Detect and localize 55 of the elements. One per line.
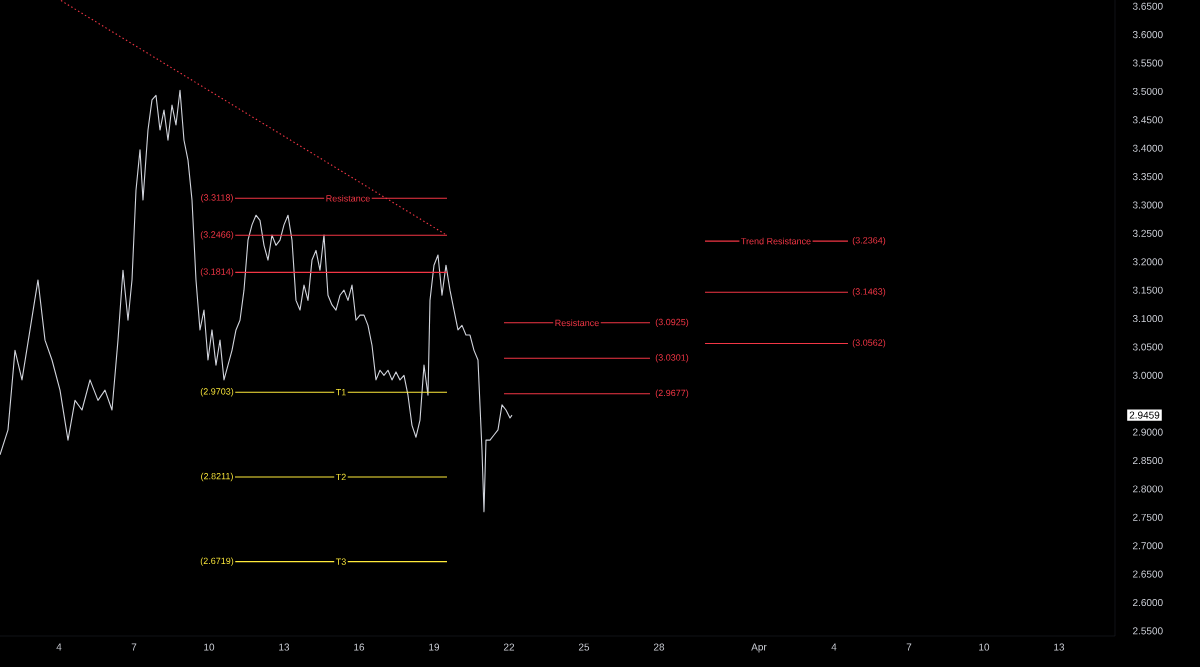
annotation: T2 (335, 473, 346, 481)
annotation: (2.6719) (200, 557, 234, 566)
y-tick-label: 3.2000 (1132, 258, 1163, 266)
y-tick-label: 3.5000 (1132, 87, 1163, 95)
y-tick-label: 3.0500 (1132, 343, 1163, 351)
x-tick-label: 7 (906, 643, 912, 651)
y-tick-label: 2.9000 (1133, 428, 1163, 436)
y-tick-label: 2.5500 (1133, 627, 1163, 635)
y-tick-label: 3.6500 (1132, 2, 1163, 10)
x-tick-label: 28 (653, 643, 665, 651)
y-tick-label: 2.7500 (1133, 513, 1163, 521)
x-tick-label: 10 (979, 643, 990, 651)
annotation: (3.2466) (200, 231, 234, 240)
y-tick-label: 2.6000 (1133, 598, 1163, 607)
x-tick-label: 10 (204, 643, 215, 651)
x-tick-label: Apr (751, 643, 767, 653)
annotation: (3.0562) (852, 339, 886, 348)
text: 2.9459 (1129, 411, 1160, 419)
x-tick-label: 16 (354, 643, 365, 651)
annotation: (3.0301) (655, 354, 689, 363)
y-tick-label: 3.5500 (1132, 59, 1163, 67)
annotation: (2.9703) (200, 388, 234, 397)
x-tick-label: 7 (131, 643, 137, 651)
annotation: (3.1814) (200, 268, 234, 277)
annotation: T3 (335, 558, 346, 565)
annotation: (3.1463) (852, 288, 886, 297)
x-tick-label: 13 (1054, 643, 1065, 651)
annotation: (3.3118) (201, 194, 233, 203)
annotation: (2.8211) (201, 472, 233, 482)
annotation: (3.2364) (852, 236, 886, 246)
annotation: (2.9677) (655, 389, 689, 398)
y-tick-label: 2.8000 (1133, 485, 1163, 493)
y-tick-label: 3.1500 (1132, 286, 1163, 294)
annotation: Resistance (326, 194, 370, 202)
annotation: Resistance (555, 319, 599, 327)
y-tick-label: 3.0000 (1132, 371, 1163, 379)
x-tick-label: 19 (429, 643, 440, 651)
y-tick-label: 3.4500 (1132, 116, 1163, 124)
x-tick-label: 22 (503, 643, 515, 651)
annotation: (3.0925) (655, 318, 689, 328)
y-tick-label: 2.8500 (1133, 456, 1163, 465)
y-tick-label: 2.6500 (1133, 570, 1163, 578)
x-tick-label: 13 (279, 643, 290, 651)
annotation: Trend Resistance (741, 237, 811, 245)
y-tick-label: 3.2500 (1132, 229, 1163, 237)
x-tick-label: 25 (578, 643, 590, 651)
y-tick-label: 2.7000 (1133, 542, 1163, 550)
y-tick-label: 3.4000 (1132, 144, 1163, 152)
y-tick-label: 3.6000 (1132, 31, 1163, 39)
y-tick-label: 3.3500 (1132, 173, 1163, 181)
x-tick-label: 4 (56, 643, 62, 651)
x-tick-label: 4 (831, 643, 837, 651)
y-tick-label: 3.1000 (1132, 315, 1163, 323)
annotation: T1 (335, 389, 346, 396)
y-tick-label: 3.3000 (1132, 201, 1163, 209)
